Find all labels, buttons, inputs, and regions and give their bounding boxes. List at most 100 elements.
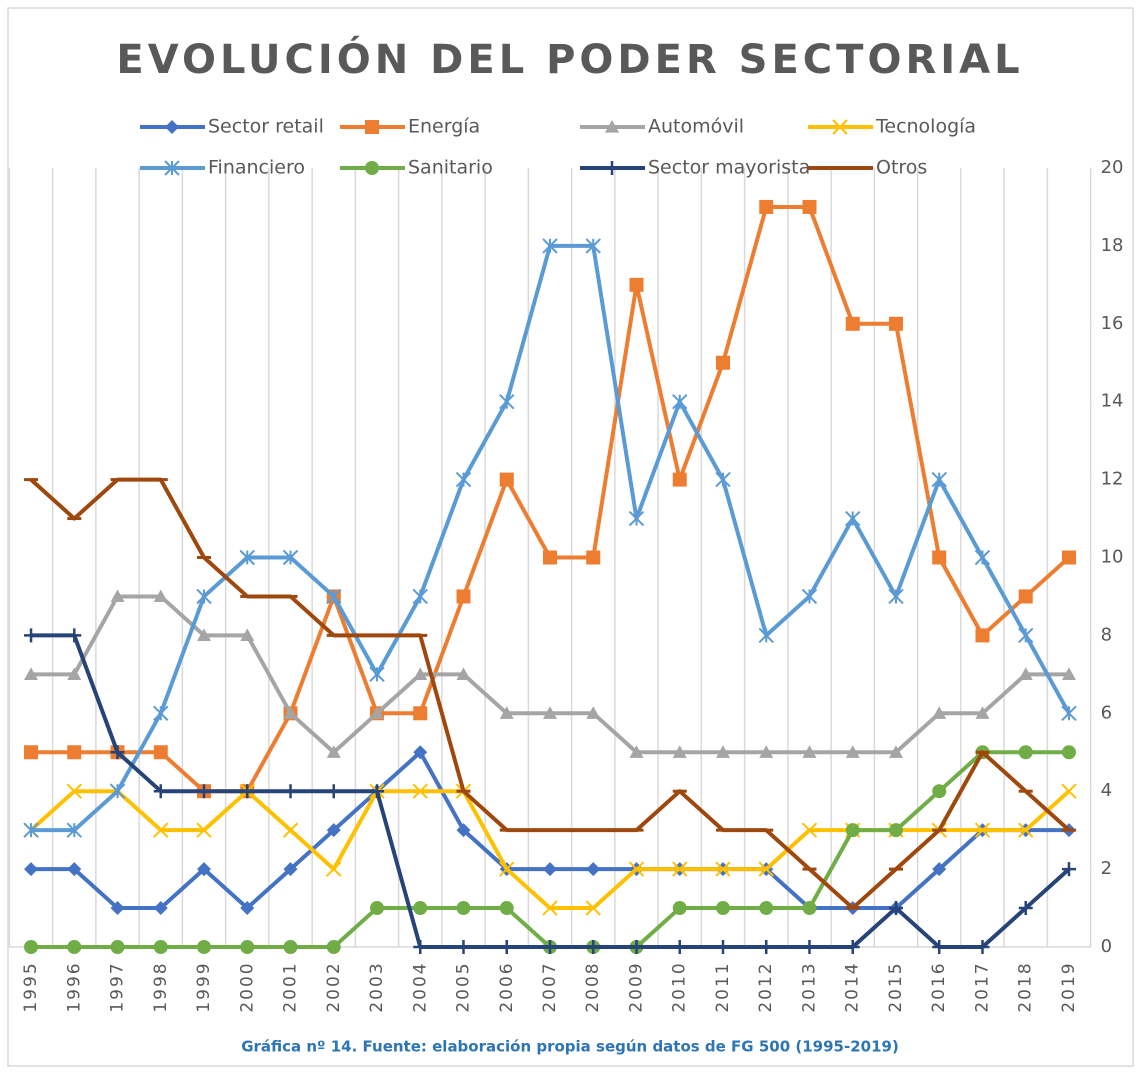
data-point	[153, 940, 168, 954]
data-point	[975, 940, 990, 954]
data-point	[109, 783, 126, 799]
data-point	[196, 588, 212, 605]
data-point	[715, 471, 731, 488]
data-point	[240, 628, 255, 641]
data-point	[370, 901, 385, 916]
y-tick-label: 6	[1101, 702, 1112, 723]
data-point	[585, 900, 601, 916]
y-tick-label: 12	[1101, 469, 1124, 490]
data-point	[456, 901, 471, 916]
y-tick-label: 8	[1101, 624, 1112, 645]
data-point	[196, 822, 212, 838]
data-point	[802, 199, 817, 214]
y-tick-label: 10	[1101, 547, 1124, 568]
data-point	[499, 706, 514, 719]
legend-label: Automóvil	[648, 116, 744, 138]
legend-label: Otros	[876, 157, 927, 179]
chart-border	[7, 7, 1134, 1067]
data-point	[543, 940, 557, 954]
data-point	[974, 549, 991, 566]
data-point	[542, 900, 558, 916]
data-point	[326, 940, 341, 954]
data-point	[1018, 745, 1033, 760]
data-point	[413, 706, 428, 721]
legend-marker	[605, 120, 619, 133]
data-point	[283, 706, 298, 719]
data-point	[283, 784, 298, 799]
chart-caption: Gráfica nº 14. Fuente: elaboración propi…	[241, 1038, 899, 1056]
data-point	[802, 940, 817, 954]
data-point	[24, 940, 39, 954]
data-point	[456, 940, 471, 954]
legend-marker	[165, 120, 179, 134]
data-point	[1018, 589, 1033, 604]
data-point	[197, 784, 212, 799]
x-tick-label: 2003	[367, 961, 387, 1012]
data-point	[153, 589, 168, 603]
data-point	[153, 901, 168, 916]
data-point	[715, 355, 730, 370]
data-point	[110, 940, 125, 954]
data-point	[585, 238, 601, 254]
data-point	[1061, 667, 1076, 680]
y-tick-label: 16	[1101, 313, 1124, 334]
data-point	[1018, 822, 1034, 838]
y-tick-label: 4	[1101, 780, 1112, 801]
data-point	[67, 667, 82, 680]
data-point	[759, 940, 774, 954]
data-point	[499, 901, 514, 916]
y-tick-label: 20	[1101, 157, 1124, 178]
data-point	[845, 510, 861, 527]
data-point	[499, 861, 515, 877]
data-point	[628, 510, 645, 527]
legend-marker	[832, 119, 848, 135]
data-point	[240, 784, 255, 799]
data-point	[67, 628, 82, 643]
x-tick-label: 2010	[670, 961, 690, 1012]
data-point	[1018, 627, 1034, 644]
data-point	[759, 199, 774, 214]
x-tick-label: 1998	[151, 961, 171, 1012]
x-tick-label: 2000	[237, 961, 257, 1012]
y-tick-label: 0	[1101, 936, 1112, 957]
data-point	[24, 862, 39, 877]
data-point	[1061, 550, 1076, 565]
data-point	[499, 393, 515, 410]
data-point	[801, 588, 818, 605]
data-point	[932, 862, 947, 877]
data-point	[499, 940, 514, 954]
data-point	[629, 940, 644, 954]
data-point	[931, 471, 947, 488]
x-tick-label: 2015	[886, 961, 906, 1012]
data-point	[283, 862, 298, 877]
x-tick-label: 2004	[410, 961, 430, 1012]
y-tick-label: 2	[1101, 858, 1112, 879]
data-point	[845, 316, 860, 331]
data-point	[888, 745, 903, 758]
data-point	[24, 745, 39, 760]
data-point	[197, 628, 212, 641]
x-tick-label: 2018	[1016, 961, 1036, 1012]
x-tick-label: 2013	[799, 961, 819, 1012]
legend-label: Sector retail	[208, 116, 324, 138]
data-point	[715, 745, 730, 758]
data-point	[67, 745, 82, 760]
data-point	[758, 627, 774, 644]
data-point	[1061, 705, 1077, 722]
data-point	[586, 550, 601, 565]
data-point	[888, 588, 904, 605]
data-point	[759, 745, 774, 758]
legend-marker	[365, 120, 379, 134]
data-point	[326, 745, 341, 758]
data-point	[326, 823, 341, 838]
data-point	[672, 901, 687, 916]
x-tick-label: 2014	[843, 961, 863, 1012]
data-point	[543, 706, 557, 719]
x-tick-label: 2006	[497, 961, 517, 1012]
data-point	[369, 666, 385, 683]
data-point	[153, 745, 168, 760]
data-point	[543, 550, 557, 565]
data-point	[629, 745, 644, 758]
data-point	[282, 549, 299, 566]
